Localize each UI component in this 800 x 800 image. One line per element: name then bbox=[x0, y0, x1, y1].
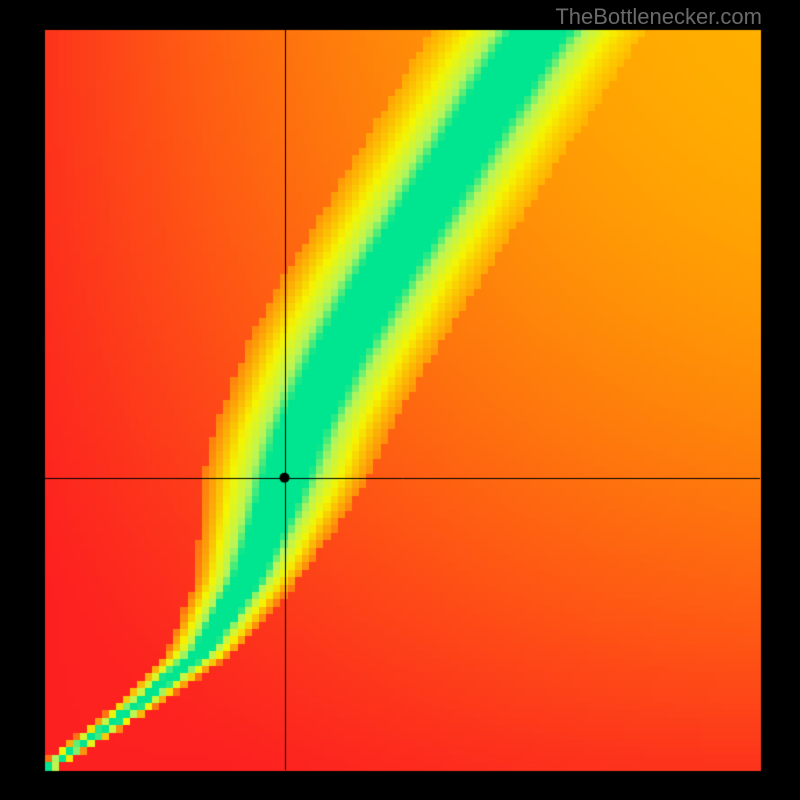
chart-container: TheBottlenecker.com bbox=[0, 0, 800, 800]
watermark-text: TheBottlenecker.com bbox=[555, 4, 762, 30]
heatmap-plot bbox=[0, 0, 800, 800]
